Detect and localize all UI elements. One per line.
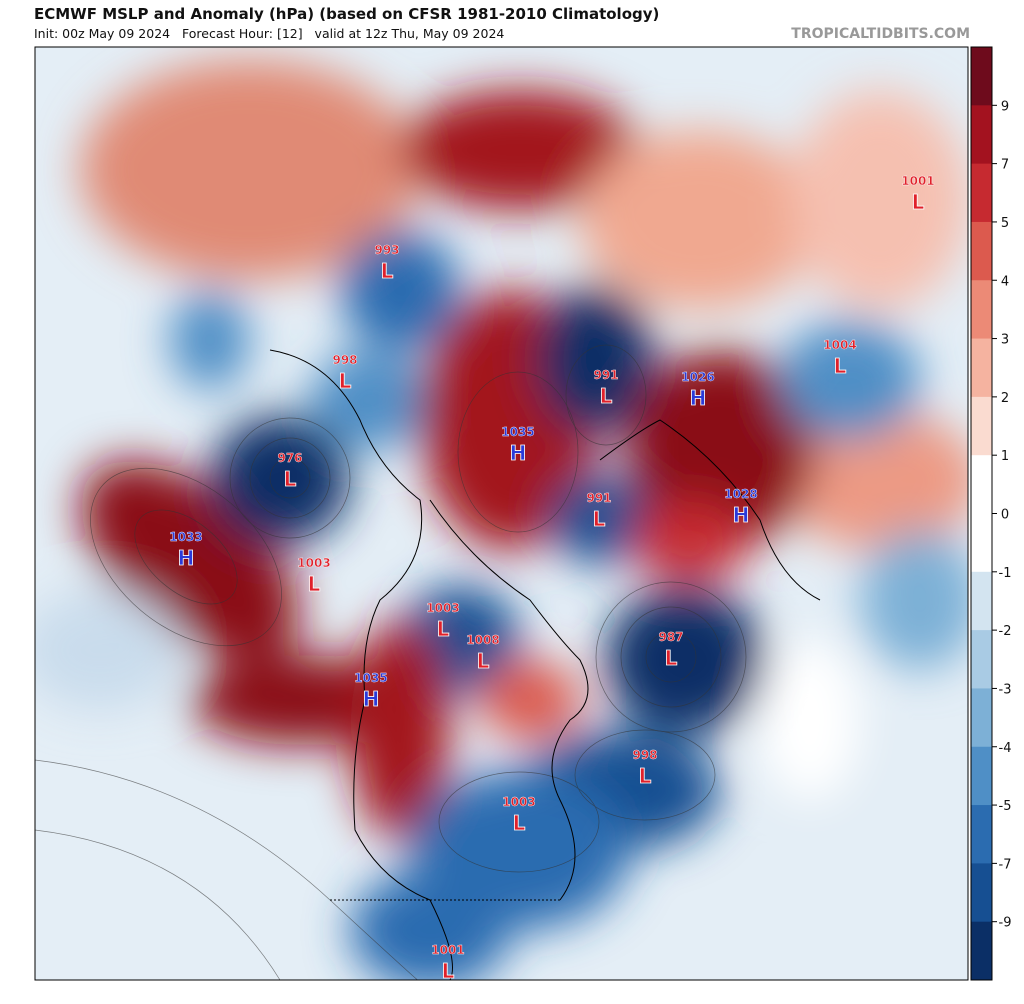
center-pressure: 991 — [593, 368, 618, 382]
center-letter: H — [178, 546, 195, 570]
colorbar-tick-label: -4 — [999, 741, 1012, 756]
center-pressure: 991 — [586, 491, 611, 505]
colorbar-segment — [971, 921, 992, 981]
colorbar-tick-label: -7 — [999, 857, 1012, 872]
center-pressure: 1001 — [901, 174, 934, 188]
colorbar-segment — [971, 280, 992, 340]
center-letter: L — [437, 617, 450, 641]
center-pressure: 1001 — [431, 943, 464, 957]
center-letter: L — [665, 646, 678, 670]
center-letter: H — [690, 386, 707, 410]
center-pressure: 1035 — [354, 671, 387, 685]
colorbar-segment — [971, 338, 992, 398]
colorbar-tick-label: 4 — [1001, 274, 1009, 289]
center-letter: L — [442, 959, 455, 983]
subtitle: Init: 00z May 09 2024 Forecast Hour: [12… — [34, 26, 504, 41]
center-pressure: 1033 — [169, 530, 202, 544]
center-letter: L — [600, 384, 613, 408]
colorbar-tick-label: -2 — [999, 624, 1012, 639]
colorbar-segment — [971, 630, 992, 689]
map — [35, 47, 968, 980]
center-letter: L — [639, 764, 652, 788]
center-pressure: 1028 — [724, 487, 757, 501]
colorbar-tick-label: 9 — [1001, 99, 1009, 114]
center-pressure: 993 — [374, 243, 399, 257]
isobars — [35, 344, 747, 980]
center-pressure: 998 — [632, 748, 657, 762]
colorbar-segment — [971, 688, 992, 748]
colorbar: 9 7 5 4 3 2 1 0 -1 -2 -3 -4 -5 -7 -9 — [970, 46, 1012, 981]
center-letter: L — [339, 369, 352, 393]
colorbar-segment — [971, 805, 992, 864]
colorbar-segment — [971, 163, 992, 223]
center-letter: L — [513, 811, 526, 835]
center-letter: H — [510, 441, 527, 465]
center-pressure: 1026 — [681, 370, 714, 384]
colorbar-tick-label: 1 — [1001, 449, 1009, 464]
colorbar-tick-label: 0 — [1001, 508, 1009, 523]
colorbar-segment — [971, 863, 992, 923]
map-frame — [34, 46, 969, 981]
center-pressure: 976 — [277, 451, 302, 465]
center-pressure: 1035 — [501, 425, 534, 439]
center-pressure: 1003 — [502, 795, 535, 809]
colorbar-tick-label: 7 — [1001, 158, 1009, 173]
title: ECMWF MSLP and Anomaly (hPa) (based on C… — [34, 5, 659, 23]
center-letter: L — [834, 354, 847, 378]
anomaly-field — [35, 60, 968, 980]
colorbar-segment — [971, 221, 992, 281]
colorbar-segment — [971, 571, 992, 631]
center-letter: L — [381, 259, 394, 283]
center-pressure: 1003 — [297, 556, 330, 570]
colorbar-tick-label: 3 — [1001, 333, 1009, 348]
center-letter: L — [593, 507, 606, 531]
center-letter: L — [308, 572, 321, 596]
center-letter: L — [284, 467, 297, 491]
colorbar-segment — [971, 455, 992, 514]
colorbar-segment — [971, 396, 992, 456]
colorbar-tick-label: 5 — [1001, 216, 1009, 231]
colorbar-segment — [971, 47, 992, 106]
center-pressure: 1008 — [466, 633, 499, 647]
center-pressure: 1004 — [823, 338, 856, 352]
center-letter: L — [477, 649, 490, 673]
brand: TROPICALTIDBITS.COM — [791, 26, 970, 42]
colorbar-segment — [971, 513, 992, 573]
colorbar-tick-label: 2 — [1001, 391, 1009, 406]
center-letter: H — [363, 687, 380, 711]
center-letter: L — [912, 190, 925, 214]
center-letter: H — [733, 503, 750, 527]
center-pressure: 987 — [658, 630, 683, 644]
pressure-centers: 993 L 998 L 976 L 1033 H 1003 L 1035 H 1003 L 1008 L 987… — [169, 174, 935, 984]
center-pressure: 998 — [332, 353, 357, 367]
coastlines — [269, 349, 821, 980]
colorbar-segment — [971, 746, 992, 806]
colorbar-segment — [971, 105, 992, 165]
colorbar-tick-label: -3 — [999, 682, 1012, 697]
colorbar-tick-label: -9 — [999, 916, 1012, 931]
colorbar-tick-label: -5 — [999, 799, 1012, 814]
center-pressure: 1003 — [426, 601, 459, 615]
colorbar-tick-label: -1 — [999, 566, 1012, 581]
